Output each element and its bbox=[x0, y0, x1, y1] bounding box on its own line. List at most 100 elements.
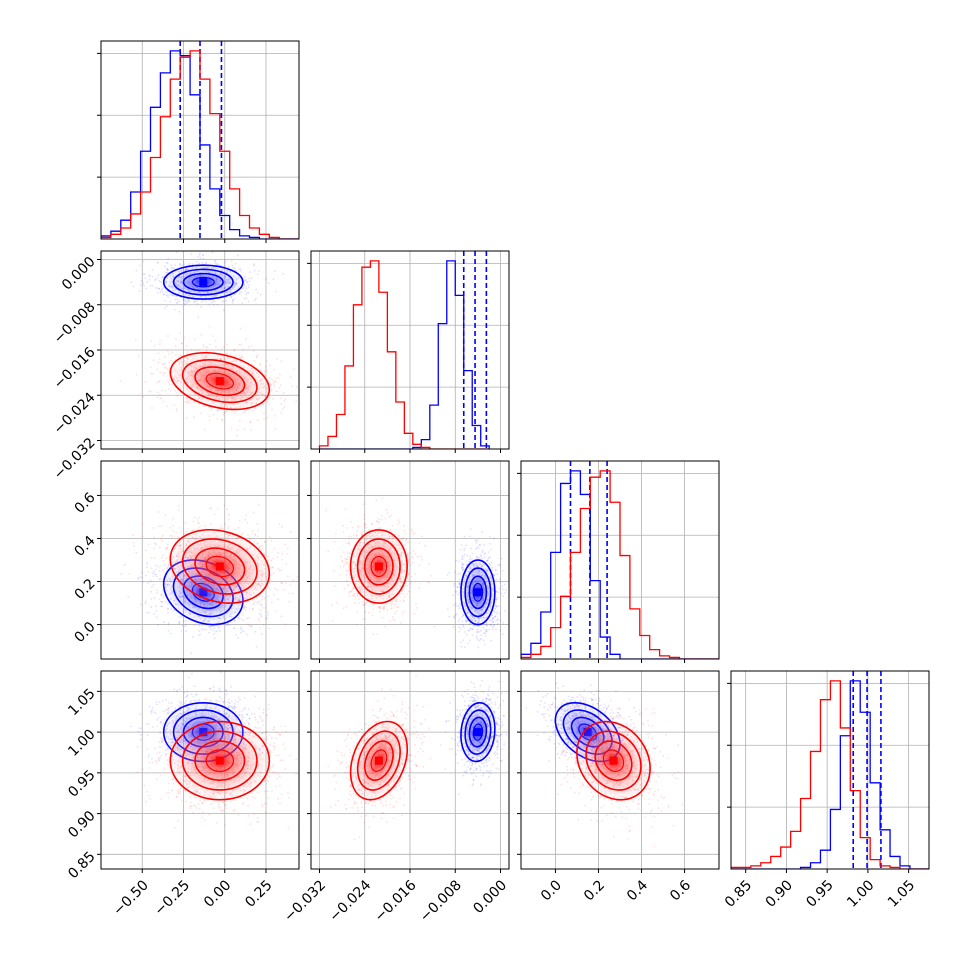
scatter-point bbox=[246, 617, 249, 620]
scatter-point bbox=[483, 553, 486, 555]
peak-series-1 bbox=[215, 377, 224, 386]
scatter-point bbox=[475, 547, 477, 550]
scatter-point bbox=[348, 543, 350, 545]
scatter-point bbox=[344, 560, 347, 563]
scatter-point bbox=[166, 580, 169, 582]
scatter-point bbox=[277, 567, 279, 570]
scatter-point bbox=[184, 521, 187, 524]
scatter-point bbox=[244, 609, 247, 611]
scatter-point bbox=[198, 253, 201, 256]
scatter-point bbox=[209, 618, 211, 620]
scatter-point bbox=[419, 583, 422, 585]
scatter-point bbox=[276, 390, 279, 393]
scatter-point bbox=[485, 630, 488, 633]
scatter-point bbox=[172, 530, 175, 533]
scatter-point bbox=[156, 396, 159, 399]
contour-series-1-level-2 bbox=[181, 538, 258, 595]
scatter-point bbox=[168, 388, 171, 390]
scatter-point bbox=[156, 287, 159, 289]
scatter-point bbox=[232, 627, 235, 629]
contour-series-1-level-2 bbox=[181, 359, 258, 404]
scatter-point bbox=[159, 577, 162, 580]
scatter-point bbox=[153, 547, 155, 550]
scatter-point bbox=[166, 405, 168, 408]
scatter-point bbox=[145, 600, 147, 603]
scatter-point bbox=[179, 332, 182, 334]
scatter-point bbox=[477, 547, 480, 550]
scatter-point bbox=[333, 585, 336, 587]
scatter-point bbox=[276, 358, 278, 360]
scatter-point bbox=[505, 589, 507, 591]
scatter-point bbox=[327, 550, 330, 553]
scatter-point bbox=[490, 548, 493, 551]
scatter-point bbox=[265, 617, 268, 620]
scatter-point bbox=[454, 602, 457, 605]
scatter-point bbox=[164, 586, 167, 589]
scatter-point bbox=[280, 360, 283, 363]
scatter-point bbox=[280, 581, 283, 584]
scatter-point bbox=[276, 589, 279, 592]
scatter-point bbox=[250, 624, 252, 627]
scatter-point bbox=[262, 607, 264, 609]
scatter-point bbox=[498, 587, 501, 590]
scatter-point bbox=[246, 623, 249, 626]
scatter-point bbox=[154, 287, 157, 289]
scatter-point bbox=[165, 262, 168, 264]
scatter-point bbox=[495, 606, 498, 608]
scatter-point bbox=[164, 390, 167, 392]
scatter-point bbox=[501, 585, 504, 588]
scatter-point bbox=[378, 520, 381, 523]
scatter-point bbox=[280, 615, 283, 618]
scatter-point bbox=[141, 535, 144, 538]
scatter-point bbox=[260, 614, 263, 616]
scatter-point bbox=[222, 414, 225, 416]
scatter-point bbox=[488, 557, 490, 559]
y-tick-label: −0.024 bbox=[51, 390, 99, 438]
scatter-point bbox=[200, 628, 203, 631]
scatter-point bbox=[378, 610, 381, 613]
scatter-point bbox=[286, 553, 289, 555]
scatter-point bbox=[222, 346, 225, 348]
scatter-point bbox=[153, 570, 155, 573]
scatter-point bbox=[280, 403, 283, 405]
y-tick-label: 0.000 bbox=[59, 254, 99, 294]
scatter-point bbox=[273, 547, 276, 550]
scatter-point bbox=[166, 262, 169, 264]
scatter-point bbox=[250, 429, 253, 431]
scatter-point bbox=[288, 592, 291, 595]
scatter-point bbox=[295, 386, 298, 389]
scatter-point bbox=[284, 543, 287, 546]
scatter-point bbox=[484, 552, 487, 555]
scatter-point bbox=[474, 539, 477, 542]
scatter-point bbox=[502, 595, 505, 598]
scatter-point bbox=[165, 294, 168, 297]
scatter-point bbox=[493, 620, 495, 623]
scatter-point bbox=[161, 601, 164, 604]
scatter-point bbox=[407, 590, 410, 593]
scatter-point bbox=[167, 350, 169, 352]
scatter-point bbox=[357, 526, 360, 529]
scatter-point bbox=[487, 558, 490, 560]
scatter-point bbox=[283, 589, 286, 591]
scatter-point bbox=[267, 595, 269, 598]
scatter-point bbox=[494, 568, 497, 571]
scatter-point bbox=[460, 544, 463, 547]
scatter-point bbox=[468, 639, 471, 642]
scatter-point bbox=[184, 299, 187, 302]
scatter-point bbox=[173, 308, 176, 311]
scatter-point bbox=[282, 408, 284, 410]
scatter-point bbox=[433, 625, 436, 628]
scatter-point bbox=[279, 373, 281, 376]
scatter-point bbox=[265, 277, 268, 280]
histogram-series-1 bbox=[318, 260, 490, 449]
scatter-point bbox=[458, 626, 461, 629]
scatter-point bbox=[205, 346, 208, 348]
scatter-point bbox=[150, 590, 152, 593]
scatter-point bbox=[240, 618, 243, 620]
scatter-point bbox=[469, 555, 471, 558]
scatter-point bbox=[291, 592, 294, 595]
scatter-point bbox=[159, 291, 162, 294]
scatter-point bbox=[248, 624, 250, 627]
scatter-point bbox=[203, 428, 206, 431]
scatter-point bbox=[151, 269, 154, 271]
